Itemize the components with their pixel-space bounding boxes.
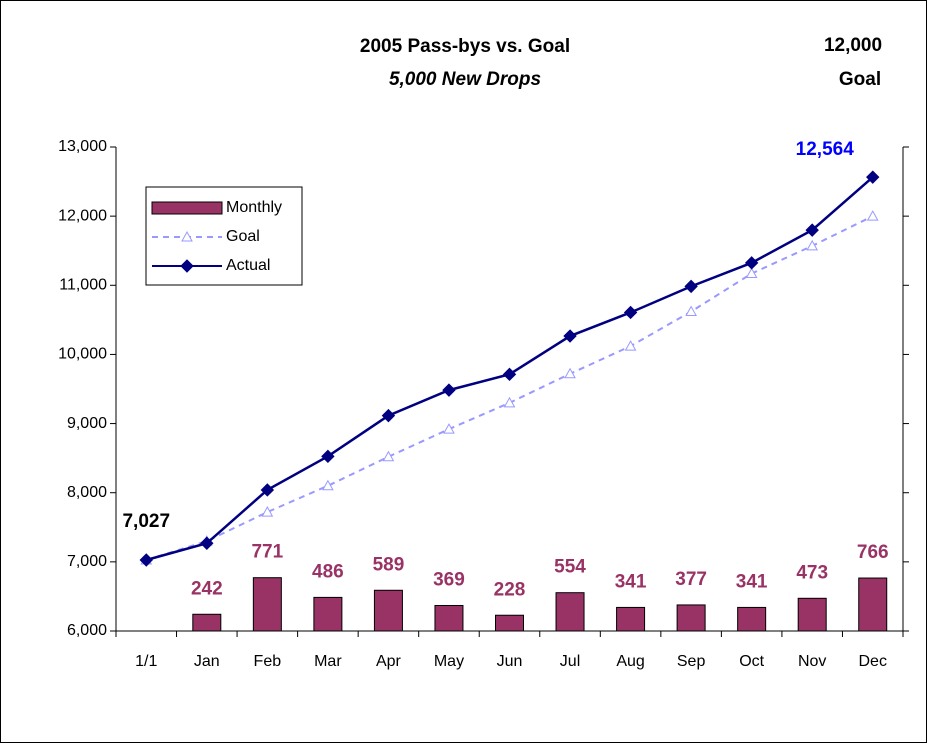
marker [443,423,455,434]
bar [616,606,646,632]
bar [797,597,827,632]
y-tick-label: 11,000 [59,277,107,294]
x-tick-label: Feb [254,653,282,670]
marker [442,383,456,397]
marker [623,305,638,320]
marker [180,259,194,273]
data-label: 228 [494,579,526,600]
x-tick-label: Jun [497,653,523,670]
chart-subtitle: 5,000 New Drops [389,69,541,90]
legend-label: Monthly [226,199,282,216]
marker [866,210,879,221]
y-tick-label: 12,000 [58,207,107,224]
data-label: 377 [675,569,707,590]
y-tick-label: 7,000 [67,553,107,570]
legend-swatch [151,201,223,215]
legend-label: Actual [226,257,270,274]
marker [260,483,275,497]
data-label: 242 [191,578,223,599]
x-tick-label: Apr [376,653,402,670]
x-tick-label: Mar [314,653,342,670]
y-tick-label: 6,000 [67,622,107,639]
marker [181,230,193,242]
marker [503,396,516,408]
marker [744,256,759,270]
marker [806,239,819,251]
marker [564,367,576,379]
x-tick-label: 1/1 [135,653,157,670]
x-tick-label: Aug [616,653,644,670]
y-tick-label: 9,000 [67,415,107,432]
data-label: 341 [736,571,768,592]
marker [805,223,819,237]
marker [563,329,577,343]
bar [737,606,767,632]
data-label: 7,027 [122,511,170,532]
bar [252,577,282,632]
data-label: 554 [554,557,586,578]
bar [858,577,888,632]
y-tick-label: 13,000 [58,138,107,155]
marker [139,553,153,567]
bar [555,592,585,632]
bar [373,589,403,632]
bar [676,604,706,632]
marker [381,408,396,423]
marker [200,536,214,550]
bar [495,614,524,632]
legend-label: Goal [226,228,260,245]
data-label: 473 [796,562,828,583]
data-label: 369 [433,570,465,591]
x-tick-label: Nov [798,653,826,670]
data-label: 589 [373,554,405,575]
marker [745,267,758,279]
annotation: Goal [839,69,881,90]
y-tick-label: 8,000 [67,484,107,501]
data-label: 486 [312,561,344,582]
marker [685,305,697,317]
marker [684,279,698,294]
x-tick-label: May [434,653,464,670]
data-label: 766 [857,542,889,563]
bar [434,604,464,632]
marker [382,450,395,462]
marker [624,340,637,351]
marker [866,170,880,184]
marker [502,367,517,382]
marker [261,506,274,517]
data-label: 12,564 [796,139,855,160]
marker [321,449,335,464]
bar [313,596,343,632]
x-tick-label: Sep [677,653,706,670]
annotation: 12,000 [824,35,882,56]
marker [322,479,334,491]
x-tick-label: Jan [194,653,220,670]
bar [192,613,222,632]
data-label: 341 [615,571,647,592]
x-tick-label: Oct [739,653,764,670]
y-tick-label: 10,000 [58,346,107,363]
x-tick-label: Dec [859,653,887,670]
data-label: 771 [251,542,283,563]
chart-title: 2005 Pass-bys vs. Goal [360,36,570,57]
x-tick-label: Jul [560,653,580,670]
